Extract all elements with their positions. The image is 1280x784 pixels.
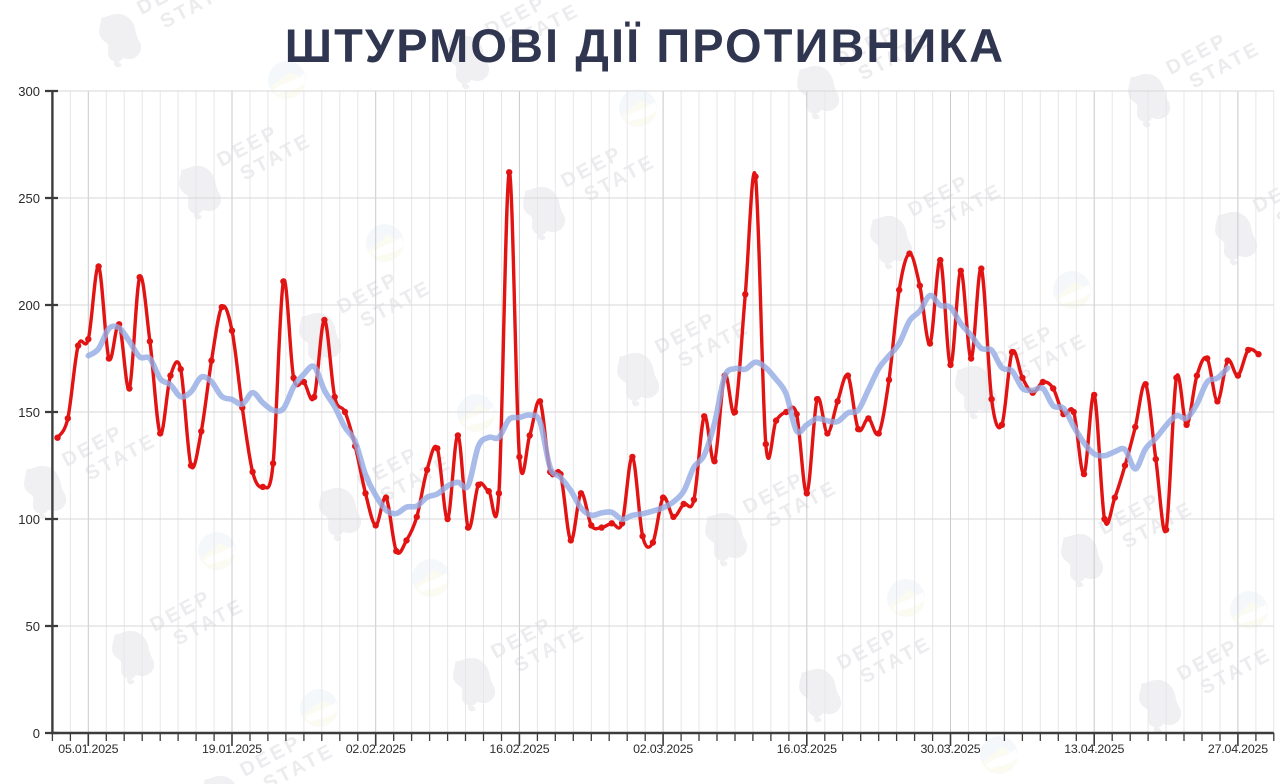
svg-text:200: 200	[18, 298, 40, 313]
svg-text:02.02.2025: 02.02.2025	[346, 742, 406, 756]
svg-text:16.02.2025: 16.02.2025	[489, 742, 549, 756]
svg-text:16.03.2025: 16.03.2025	[777, 742, 837, 756]
svg-text:05.01.2025: 05.01.2025	[58, 742, 118, 756]
svg-text:13.04.2025: 13.04.2025	[1064, 742, 1124, 756]
svg-text:100: 100	[18, 512, 40, 527]
svg-text:02.03.2025: 02.03.2025	[633, 742, 693, 756]
svg-text:19.01.2025: 19.01.2025	[202, 742, 262, 756]
svg-text:300: 300	[18, 84, 40, 99]
svg-text:50: 50	[26, 619, 40, 634]
svg-text:250: 250	[18, 191, 40, 206]
svg-text:150: 150	[18, 405, 40, 420]
svg-text:30.03.2025: 30.03.2025	[920, 742, 980, 756]
svg-text:0: 0	[33, 726, 40, 741]
svg-text:27.04.2025: 27.04.2025	[1208, 742, 1268, 756]
